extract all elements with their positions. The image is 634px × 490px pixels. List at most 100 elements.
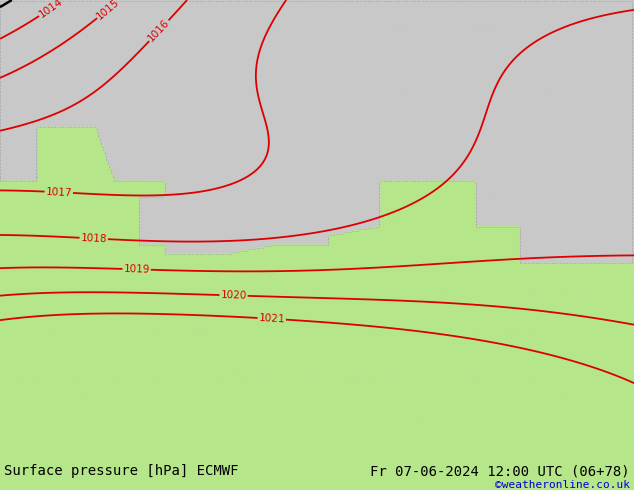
Point	[155, 193, 165, 201]
Point	[374, 192, 384, 199]
Point	[190, 0, 200, 5]
Point	[628, 243, 634, 250]
Point	[364, 0, 374, 5]
Point	[628, 145, 634, 153]
Point	[604, 260, 614, 268]
Point	[385, 0, 395, 5]
Point	[470, 206, 481, 214]
Point	[0, 19, 5, 26]
Point	[0, 91, 5, 99]
Point	[421, 0, 431, 5]
Point	[312, 241, 322, 249]
Point	[31, 136, 42, 144]
Point	[369, 0, 379, 5]
Point	[88, 0, 99, 5]
Point	[385, 177, 395, 185]
Point	[101, 156, 112, 164]
Point	[318, 241, 328, 249]
Text: 1016: 1016	[146, 18, 172, 44]
Point	[540, 260, 550, 268]
Point	[444, 177, 454, 185]
Point	[515, 231, 525, 239]
Point	[628, 162, 634, 170]
Point	[237, 247, 247, 255]
Point	[76, 0, 86, 5]
Point	[309, 0, 319, 5]
Point	[628, 81, 634, 89]
Point	[167, 0, 178, 5]
Point	[0, 135, 5, 143]
Point	[355, 225, 365, 233]
Point	[389, 0, 400, 5]
Point	[134, 238, 145, 246]
Point	[222, 0, 232, 5]
Point	[8, 177, 18, 185]
Point	[138, 193, 148, 201]
Point	[344, 228, 354, 236]
Point	[186, 0, 197, 5]
Point	[96, 141, 107, 148]
Point	[628, 257, 634, 265]
Point	[510, 222, 520, 231]
Point	[534, 0, 544, 5]
Point	[296, 241, 306, 249]
Point	[0, 153, 5, 161]
Point	[347, 0, 357, 5]
Point	[313, 241, 323, 249]
Point	[320, 0, 330, 5]
Point	[287, 0, 297, 5]
Point	[0, 123, 5, 131]
Point	[82, 123, 93, 131]
Point	[31, 133, 42, 141]
Point	[628, 63, 634, 71]
Point	[353, 0, 363, 5]
Point	[374, 179, 384, 187]
Point	[558, 0, 568, 5]
Point	[615, 0, 625, 5]
Point	[547, 0, 557, 5]
Point	[370, 222, 380, 231]
Point	[628, 180, 634, 188]
Point	[524, 260, 534, 268]
Point	[6, 0, 16, 5]
Point	[134, 219, 145, 226]
Point	[129, 0, 139, 5]
Point	[0, 173, 5, 181]
Point	[148, 193, 158, 201]
Point	[101, 153, 112, 161]
Point	[470, 182, 481, 190]
Point	[90, 123, 100, 131]
Point	[628, 147, 634, 155]
Point	[0, 97, 5, 104]
Point	[426, 0, 436, 5]
Point	[374, 216, 384, 223]
Point	[160, 189, 170, 196]
Point	[134, 214, 145, 222]
Point	[470, 197, 481, 205]
Point	[0, 109, 5, 117]
Point	[547, 260, 557, 268]
Point	[628, 177, 634, 185]
Point	[628, 98, 634, 106]
Point	[145, 193, 155, 201]
Point	[581, 0, 592, 5]
Point	[628, 207, 634, 215]
Point	[243, 245, 254, 253]
Point	[39, 123, 49, 131]
Point	[160, 182, 170, 190]
Point	[448, 0, 458, 5]
Point	[155, 177, 165, 185]
Point	[374, 0, 384, 5]
Point	[420, 177, 430, 185]
Point	[628, 171, 634, 178]
Point	[134, 193, 145, 201]
Point	[165, 0, 175, 5]
Point	[628, 236, 634, 244]
Point	[106, 168, 116, 175]
Point	[374, 186, 384, 194]
Point	[0, 174, 5, 182]
Point	[0, 27, 5, 35]
Point	[628, 90, 634, 98]
Point	[138, 241, 148, 249]
Point	[470, 180, 481, 188]
